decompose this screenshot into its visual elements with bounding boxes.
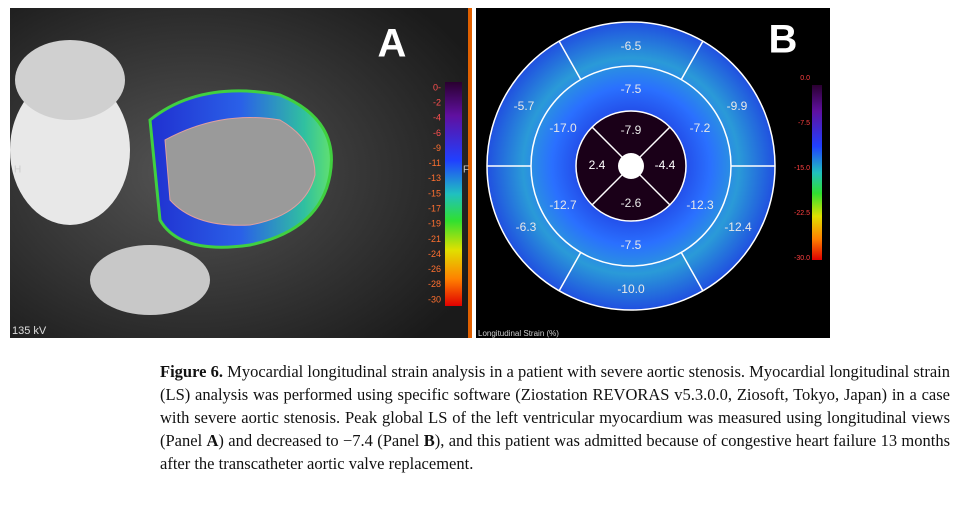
colorbar-label: -30 <box>428 294 441 304</box>
footer-label: 135 kV <box>12 325 47 337</box>
colorbar-label: -15 <box>428 188 441 198</box>
caption-text: A <box>206 431 219 450</box>
segment-value: -2.6 <box>621 196 642 210</box>
colorbar-label: -7.5 <box>798 120 810 127</box>
caption-text: ) and decreased to −7.4 (Panel <box>218 431 424 450</box>
caption-text: ), and this patient was admitted because… <box>160 431 950 473</box>
segment-value: -7.5 <box>621 238 642 252</box>
colorbar-label: -30.0 <box>794 255 810 262</box>
axis-title: Longitudinal Strain (%) <box>478 329 559 338</box>
colorbar-label: -17 <box>428 204 441 214</box>
colorbar-label: -6 <box>433 128 441 138</box>
colorbar-label: -26 <box>428 264 441 274</box>
segment-value: -7.2 <box>690 121 711 135</box>
segment-value: -12.7 <box>549 198 577 212</box>
segment-value: -12.3 <box>686 198 714 212</box>
segment-value: -7.5 <box>621 82 642 96</box>
figure-panels: A H F 135 kV 0- -2 -4 -6 -9 -11 -13 -15 -17 -19 -2… <box>10 8 830 338</box>
colorbar-label: -13 <box>428 173 441 183</box>
vessel <box>90 245 210 315</box>
caption-label: Figure 6. <box>160 362 223 381</box>
segment-value: 2.4 <box>589 158 606 172</box>
divider <box>468 8 472 338</box>
segment-lines <box>487 40 775 292</box>
segment-value: -7.9 <box>621 123 642 137</box>
lv-cavity <box>164 117 316 226</box>
colorbar-label: -24 <box>428 249 441 259</box>
colorbar-label: 0- <box>433 82 441 92</box>
segment-value: -17.0 <box>549 121 577 135</box>
vessel <box>15 40 125 120</box>
segment-value: -6.5 <box>621 39 642 53</box>
side-label: H <box>14 165 21 176</box>
panel-label: B <box>769 18 798 62</box>
caption-text: Myocardial longitudinal strain analysis … <box>160 362 950 450</box>
segment-value: -12.4 <box>724 220 752 234</box>
segment-value: -4.4 <box>655 158 676 172</box>
colorbar-label: 0.0 <box>800 75 810 82</box>
segment-value: -6.3 <box>516 220 537 234</box>
colorbar-label: -2 <box>433 98 441 108</box>
caption-text: B <box>423 431 435 450</box>
colorbar-label: -28 <box>428 279 441 289</box>
segment-value: -9.9 <box>727 99 748 113</box>
side-label: F <box>463 165 469 176</box>
colorbar-label: -9 <box>433 143 441 153</box>
panel-label: A <box>378 22 407 66</box>
segment-value: -10.0 <box>617 282 645 296</box>
caption: Figure 6. Myocardial longitudinal strain… <box>160 360 950 475</box>
colorbar <box>445 82 462 306</box>
segment-value: -5.7 <box>514 99 535 113</box>
colorbar-label: -15.0 <box>794 165 810 172</box>
colorbar <box>812 85 822 260</box>
colorbar-label: -4 <box>433 113 441 123</box>
colorbar-label: -21 <box>428 234 441 244</box>
colorbar-label: -19 <box>428 219 441 229</box>
colorbar-label: -11 <box>429 158 441 168</box>
colorbar-label: -22.5 <box>794 210 810 217</box>
